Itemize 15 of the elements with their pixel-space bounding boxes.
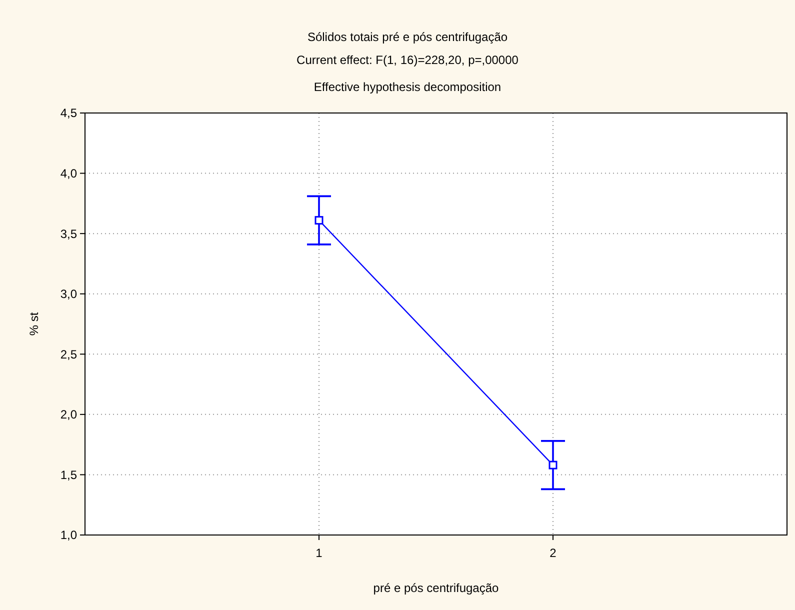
y-tick-label: 4,0 [60, 166, 78, 180]
x-axis-title: pré e pós centrifugação [373, 581, 500, 595]
y-tick-label: 2,0 [60, 408, 78, 422]
y-tick-label: 1,5 [60, 468, 78, 482]
x-tick-label: 2 [550, 546, 557, 560]
chart-title: Sólidos totais pré e pós centrifugação [307, 30, 508, 44]
y-tick-label: 4,5 [60, 106, 78, 120]
y-tick-label: 1,0 [60, 528, 78, 542]
y-tick-label: 3,5 [60, 226, 78, 241]
y-tick-label: 2,5 [60, 347, 78, 362]
chart-subtitle: Current effect: F(1, 16)=228,20, p=,00000 [296, 53, 519, 67]
x-tick-label: 1 [316, 546, 323, 560]
text: Effective hypothesis decomposition [314, 80, 502, 94]
y-axis-title: % st [27, 312, 41, 336]
y-tick-label: 3,0 [60, 287, 78, 302]
